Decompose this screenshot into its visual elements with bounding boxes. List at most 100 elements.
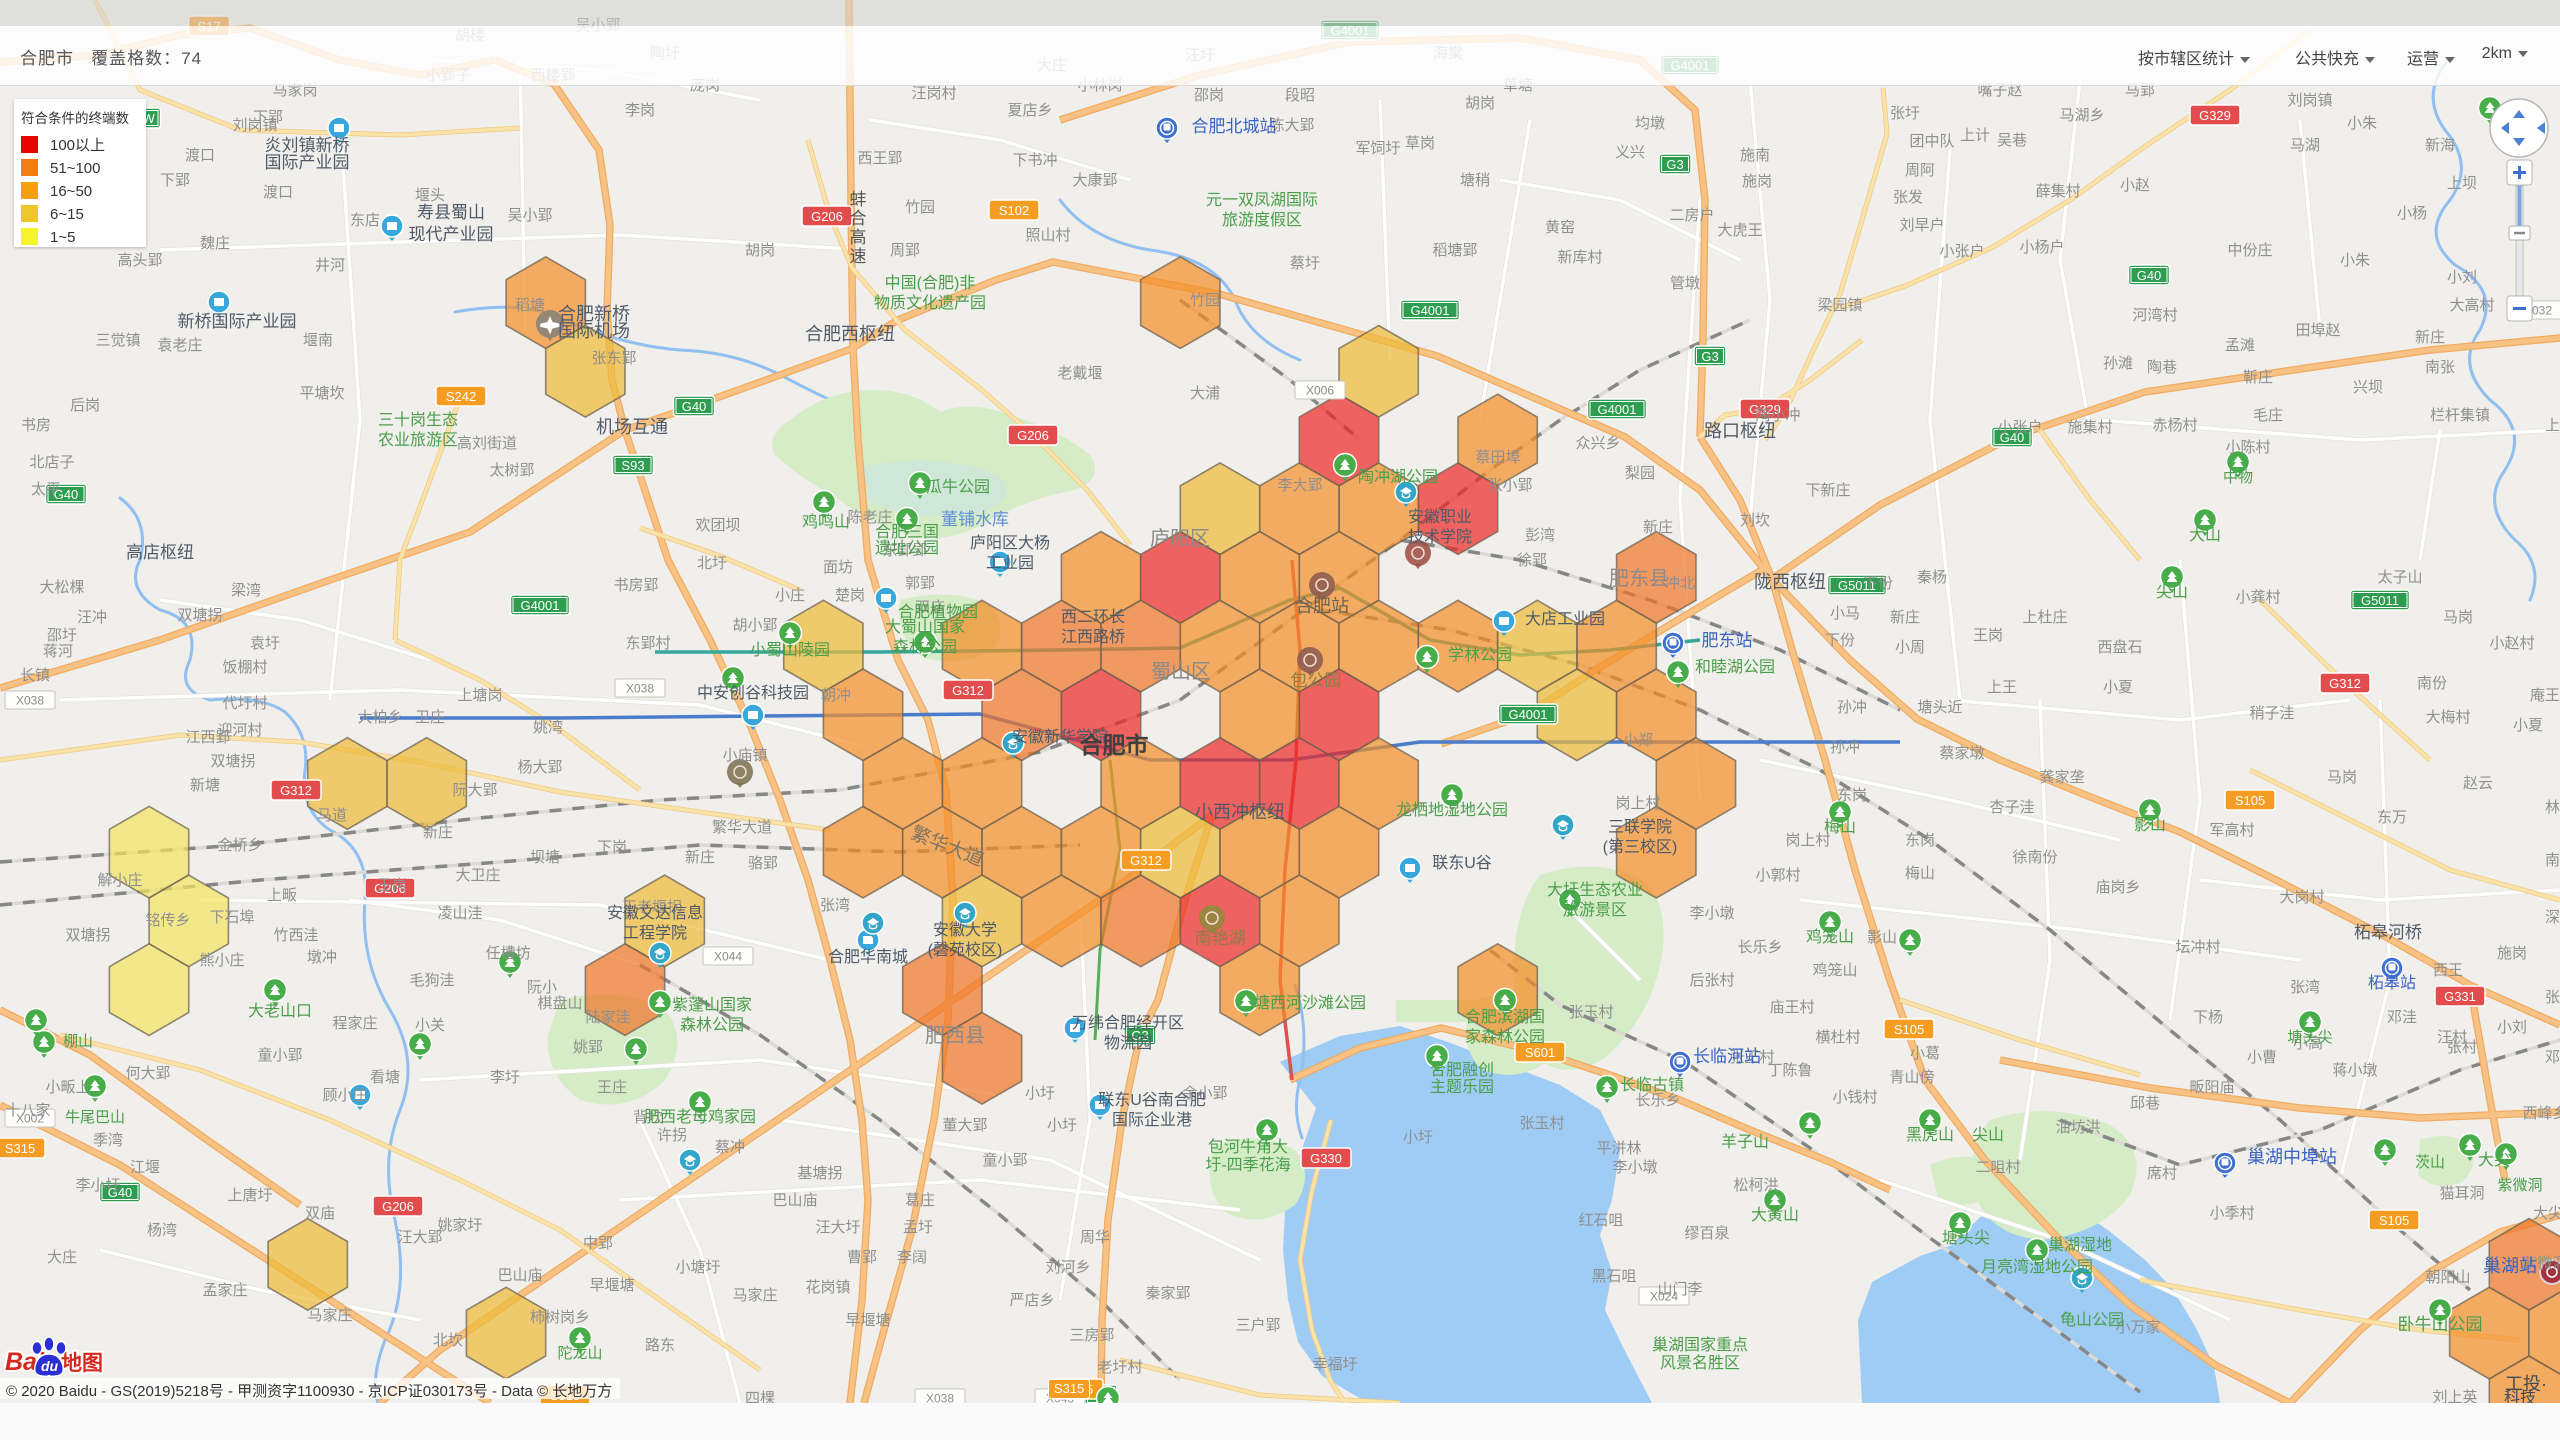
svg-text:S93: S93: [621, 458, 644, 473]
svg-text:管墩: 管墩: [1670, 275, 1700, 292]
svg-text:速: 速: [850, 247, 867, 266]
svg-text:G40: G40: [2137, 268, 2162, 283]
svg-text:余小郢: 余小郢: [1182, 1084, 1227, 1102]
svg-text:炎刘镇新桥: 炎刘镇新桥: [265, 136, 350, 155]
svg-text:太子山: 太子山: [2377, 569, 2422, 586]
svg-text:塘头尖: 塘头尖: [1942, 1229, 1990, 1247]
svg-text:瓜牛公园: 瓜牛公园: [926, 478, 990, 496]
svg-text:肥西县: 肥西县: [925, 1025, 985, 1047]
svg-text:小赵: 小赵: [2120, 177, 2150, 194]
svg-text:小朱: 小朱: [2347, 115, 2377, 132]
svg-text:高: 高: [850, 228, 867, 247]
svg-text:紫微洞: 紫微洞: [2497, 1177, 2542, 1194]
svg-text:畈阳庙: 畈阳庙: [2189, 1079, 2234, 1096]
svg-text:蔡家墩: 蔡家墩: [1939, 745, 1984, 762]
svg-text:王老堰拐: 王老堰拐: [622, 899, 682, 916]
svg-text:汪岗村: 汪岗村: [911, 85, 956, 102]
svg-text:稻塘: 稻塘: [515, 297, 545, 314]
svg-text:庐阳区大杨: 庐阳区大杨: [970, 534, 1050, 552]
svg-text:严店乡: 严店乡: [1009, 1292, 1054, 1309]
svg-text:梨园: 梨园: [1625, 465, 1655, 482]
svg-text:G329: G329: [1749, 402, 1781, 417]
svg-text:林家: 林家: [2545, 799, 2560, 816]
svg-text:合肥三国: 合肥三国: [875, 523, 939, 541]
svg-text:堰南: 堰南: [303, 332, 333, 349]
svg-text:G312: G312: [1130, 853, 1162, 868]
svg-text:黑石咀: 黑石咀: [1591, 1268, 1636, 1285]
svg-text:元一双凤湖国际: 元一双凤湖国际: [1206, 191, 1318, 209]
svg-text:缪百泉: 缪百泉: [1684, 1225, 1729, 1242]
svg-text:肥西老母鸡家园: 肥西老母鸡家园: [644, 1108, 756, 1126]
svg-text:楚岗: 楚岗: [835, 587, 865, 604]
svg-text:工投·: 工投·: [2505, 1374, 2547, 1394]
svg-text:高店枢纽: 高店枢纽: [126, 543, 194, 562]
svg-text:大虎王: 大虎王: [1717, 222, 1762, 239]
svg-text:冲北: 冲北: [1665, 575, 1695, 592]
svg-text:马家庄: 马家庄: [307, 1306, 352, 1324]
svg-text:小圩: 小圩: [1403, 1129, 1433, 1146]
svg-text:葛庄: 葛庄: [905, 1191, 935, 1209]
svg-text:李小墩: 李小墩: [1689, 905, 1734, 922]
svg-text:书房: 书房: [21, 417, 51, 434]
svg-text:鸡鸣山: 鸡鸣山: [802, 513, 850, 531]
svg-text:中国(合肥)非: 中国(合肥)非: [885, 274, 976, 292]
svg-text:东岗: 东岗: [1837, 787, 1867, 804]
svg-text:王岗: 王岗: [1973, 627, 2003, 644]
svg-text:早堰塘: 早堰塘: [845, 1312, 890, 1329]
svg-text:紫微洞: 紫微洞: [2522, 1255, 2560, 1272]
svg-text:何大郢: 何大郢: [125, 1065, 170, 1082]
svg-text:王庄: 王庄: [597, 1078, 627, 1096]
svg-text:联东U谷南合肥: 联东U谷南合肥: [1098, 1091, 1206, 1109]
svg-text:看塘: 看塘: [370, 1069, 400, 1086]
svg-text:田埠赵: 田埠赵: [2295, 321, 2340, 339]
svg-text:南艳湖: 南艳湖: [1195, 929, 1246, 948]
svg-text:X024: X024: [1650, 1290, 1678, 1304]
svg-text:西峰乡: 西峰乡: [2522, 1105, 2560, 1122]
svg-text:梁湾: 梁湾: [231, 582, 261, 599]
svg-text:赤杨村: 赤杨村: [2152, 417, 2197, 434]
svg-text:大老山口: 大老山口: [248, 1002, 312, 1020]
svg-text:学林公园: 学林公园: [1448, 646, 1512, 664]
svg-text:胡岗: 胡岗: [745, 242, 775, 259]
svg-text:秦杨: 秦杨: [1917, 569, 1947, 586]
svg-text:森林公园: 森林公园: [893, 638, 957, 656]
svg-text:新庄: 新庄: [423, 823, 453, 841]
svg-text:下书冲: 下书冲: [1012, 152, 1057, 169]
svg-text:鸡笼山: 鸡笼山: [1806, 928, 1854, 946]
svg-text:众兴乡: 众兴乡: [1575, 435, 1620, 452]
svg-text:姚湾: 姚湾: [533, 719, 563, 736]
svg-text:江西路桥: 江西路桥: [1061, 628, 1125, 646]
svg-text:朝冲: 朝冲: [821, 687, 851, 704]
svg-text:大梅村: 大梅村: [2425, 709, 2470, 726]
svg-text:大岗村: 大岗村: [2279, 889, 2324, 906]
svg-text:G330: G330: [1310, 1151, 1342, 1166]
svg-text:江堰: 江堰: [130, 1159, 160, 1176]
svg-text:影山: 影山: [1867, 929, 1897, 946]
svg-text:金桥乡: 金桥乡: [217, 837, 262, 854]
svg-text:黄窑: 黄窑: [1545, 219, 1575, 236]
svg-text:汪大圩: 汪大圩: [815, 1219, 860, 1236]
svg-text:张村: 张村: [2545, 989, 2560, 1006]
svg-text:墩冲: 墩冲: [307, 949, 337, 966]
svg-text:毛狗洼: 毛狗洼: [409, 972, 454, 989]
svg-text:基塘拐: 基塘拐: [797, 1165, 842, 1182]
svg-text:马道: 马道: [317, 807, 347, 824]
svg-text:蚌: 蚌: [850, 190, 867, 209]
svg-text:蒋小墩: 蒋小墩: [2332, 1062, 2377, 1079]
svg-text:阮小: 阮小: [527, 979, 557, 996]
svg-text:大蜀山国家: 大蜀山国家: [885, 618, 965, 636]
svg-text:S242: S242: [446, 389, 476, 404]
svg-text:南份: 南份: [2417, 675, 2447, 692]
svg-text:小高: 小高: [2293, 1035, 2323, 1052]
svg-text:S102: S102: [999, 203, 1029, 218]
svg-text:杨大郢: 杨大郢: [517, 759, 562, 776]
svg-text:合肥市: 合肥市: [1080, 732, 1149, 758]
svg-text:小西冲枢纽: 小西冲枢纽: [1195, 802, 1285, 822]
svg-text:下份: 下份: [1825, 632, 1855, 649]
svg-text:新庄: 新庄: [1890, 608, 1920, 626]
svg-text:毛庄: 毛庄: [2253, 406, 2283, 424]
svg-text:胡岗: 胡岗: [1465, 95, 1495, 112]
svg-text:地图: 地图: [61, 1351, 103, 1375]
svg-text:上坝: 上坝: [2447, 175, 2477, 192]
svg-text:张村: 张村: [2447, 1039, 2477, 1056]
